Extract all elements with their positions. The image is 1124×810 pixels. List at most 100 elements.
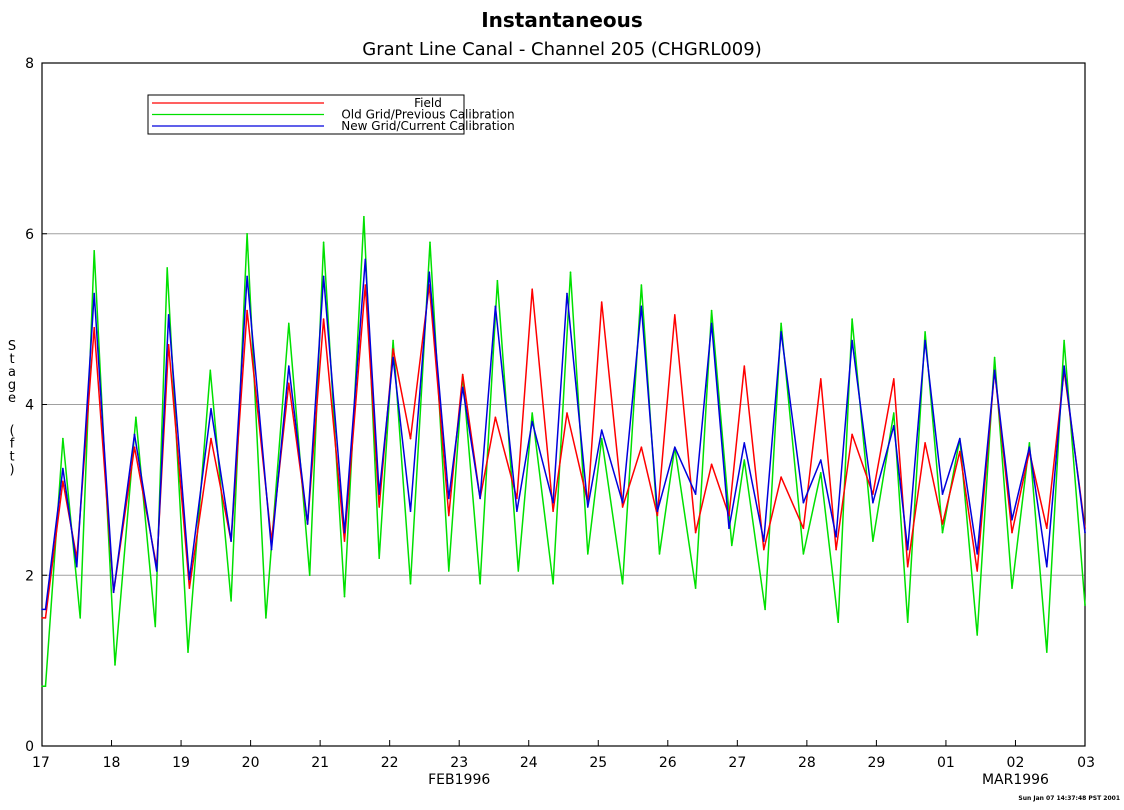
x-tick-label: 19	[172, 755, 190, 771]
series-0-point	[835, 548, 837, 551]
series-0-point	[674, 314, 676, 316]
series-2-point	[93, 292, 95, 295]
series-1-point	[710, 309, 713, 312]
y-axis-ticks: 0 2 4 6 8	[25, 56, 47, 755]
series-1-point	[209, 369, 212, 372]
x-tick-label: 20	[242, 755, 260, 771]
series-0-point	[924, 442, 926, 444]
series-0-point	[461, 373, 464, 376]
series-1-point	[1084, 604, 1086, 606]
series-0-point	[906, 565, 909, 568]
x-tick-label: 25	[589, 755, 607, 771]
series-0-point	[941, 523, 944, 525]
series-0-point	[167, 343, 170, 346]
series-1-point	[658, 553, 661, 555]
series-1-point	[41, 685, 43, 687]
series-1-point	[640, 284, 643, 286]
series-2-point	[872, 501, 874, 504]
series-1-point	[531, 412, 533, 414]
series-0-point	[802, 527, 805, 530]
legend-label-1: Old Grid/Previous Calibration	[341, 108, 514, 122]
series-1-point	[409, 583, 412, 585]
y-tick-label: 6	[25, 227, 34, 243]
series-1-point	[694, 587, 697, 589]
series-2-point	[461, 386, 464, 389]
x-tick-label: 03	[1077, 755, 1095, 771]
series-1-point	[1046, 651, 1048, 653]
series-2-point	[516, 510, 518, 512]
series-1-point	[1063, 339, 1065, 342]
series-1-point	[1028, 442, 1031, 444]
x-tick-label: 02	[1007, 755, 1025, 771]
x-tick-label: 23	[450, 755, 468, 771]
series-2-point	[167, 314, 170, 316]
series-1-point	[837, 621, 839, 623]
series-0-point	[188, 587, 191, 589]
series-1-point	[429, 241, 431, 244]
series-0-point	[976, 570, 978, 572]
series-0-point	[566, 412, 568, 414]
series-0-point	[41, 617, 43, 619]
series-1-point	[288, 322, 290, 325]
series-2-point	[780, 331, 782, 333]
series-1-point	[114, 664, 116, 666]
series-2-point	[364, 258, 367, 261]
series-2-point	[820, 459, 822, 461]
series-1-point	[552, 583, 554, 585]
series-2-point	[1011, 519, 1013, 521]
series-0-point	[322, 318, 325, 320]
x-tick-label: 29	[867, 755, 885, 771]
series-2-point	[210, 408, 212, 410]
series-2-point	[343, 531, 346, 534]
series-2-point	[1046, 565, 1048, 568]
series-2-point	[230, 540, 232, 542]
series-0-point	[44, 617, 47, 619]
series-2-point	[728, 527, 730, 530]
series-0-point	[552, 510, 554, 512]
y-tick-label: 8	[25, 56, 34, 72]
series-2-point	[640, 305, 643, 308]
x-tick-label: 18	[103, 755, 121, 771]
series-1-point	[802, 553, 805, 555]
series-1-point	[820, 472, 822, 474]
series-0-point	[640, 446, 643, 449]
series-2-point	[448, 497, 450, 500]
series-2-point	[288, 365, 290, 367]
series-1-point	[743, 459, 746, 461]
x-tick-label: 27	[728, 755, 746, 771]
series-2-point	[587, 506, 589, 508]
series-1-point	[479, 583, 481, 585]
series-2-point	[479, 497, 481, 500]
series-line-0	[42, 284, 1086, 619]
series-2-point	[322, 275, 325, 278]
x-tick-label: 01	[937, 755, 955, 771]
series-2-point	[62, 467, 64, 470]
series-0-point	[763, 548, 765, 551]
series-0-point	[893, 378, 895, 380]
series-2-point	[44, 608, 47, 611]
series-0-point	[694, 531, 697, 534]
series-2-point	[378, 493, 381, 495]
series-1-point	[621, 583, 624, 585]
series-2-point	[906, 548, 909, 551]
series-1-point	[135, 416, 137, 419]
series-2-point	[1063, 365, 1065, 367]
x-month-label: MAR1996	[982, 772, 1049, 788]
series-2-point	[306, 523, 309, 525]
series-1-point	[780, 322, 782, 325]
series-1-point	[993, 356, 996, 359]
series-1-point	[322, 241, 325, 244]
series-2-point	[428, 271, 431, 274]
series-1-point	[246, 233, 248, 235]
series-0-point	[494, 416, 497, 419]
series-0-point	[62, 480, 64, 483]
series-2-point	[76, 565, 78, 568]
series-line-2	[42, 258, 1086, 611]
chart-subtitle: Grant Line Canal - Channel 205 (CHGRL009…	[362, 39, 761, 60]
series-1-point	[93, 250, 95, 252]
y-tick-label: 0	[25, 739, 34, 755]
series-2-point	[941, 493, 944, 495]
